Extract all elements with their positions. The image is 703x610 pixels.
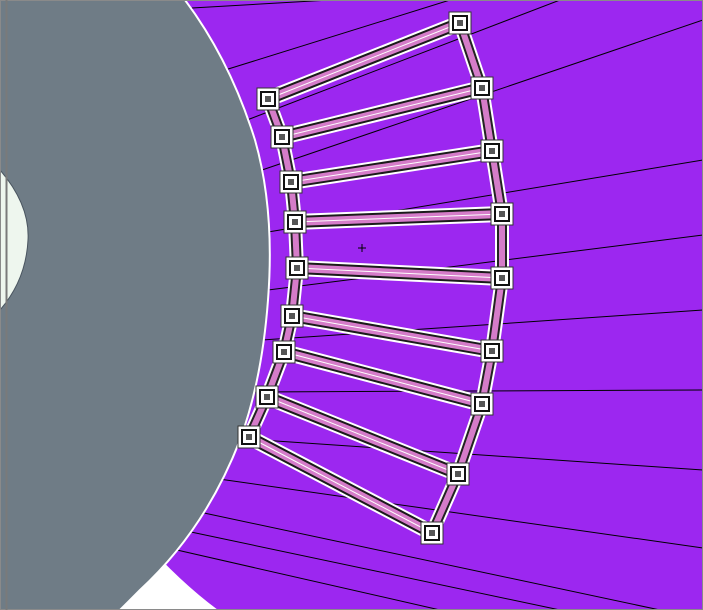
- node-square-icon[interactable]: [272, 340, 296, 364]
- node-square-icon[interactable]: [446, 462, 470, 486]
- ladder-rungs[interactable]: [245, 15, 503, 541]
- hub-body: [0, 0, 270, 610]
- mesh-line: [191, 0, 331, 9]
- mesh-line: [249, 389, 703, 393]
- node-square-icon[interactable]: [420, 521, 444, 545]
- rung-centerline: [290, 150, 493, 183]
- rung-centerline: [266, 396, 459, 475]
- hub-outer-edge: [119, 0, 271, 610]
- mesh-line: [154, 544, 441, 610]
- rung-centerline: [296, 267, 503, 279]
- rung-centerline: [283, 351, 483, 405]
- rung-centerline: [291, 315, 493, 352]
- node-square-icon[interactable]: [285, 256, 309, 280]
- node-square-icon[interactable]: [283, 210, 307, 234]
- mesh-line: [171, 527, 561, 610]
- node-center: [499, 275, 505, 281]
- node-square-icon[interactable]: [448, 11, 472, 35]
- node-center: [288, 179, 294, 185]
- node-center: [479, 401, 485, 407]
- node-square-icon[interactable]: [470, 76, 494, 100]
- crosshair-cursor: [358, 244, 366, 252]
- ladder-nodes[interactable]: [237, 11, 514, 545]
- rung-centerline: [248, 436, 433, 534]
- mesh-line: [261, 309, 703, 341]
- node-center: [294, 265, 300, 271]
- node-square-icon[interactable]: [480, 139, 504, 163]
- node-center: [292, 219, 298, 225]
- node-center: [489, 148, 495, 154]
- node-square-icon[interactable]: [279, 170, 303, 194]
- node-square-icon[interactable]: [490, 266, 514, 290]
- node-center: [479, 85, 485, 91]
- node-center: [265, 96, 271, 102]
- rung-centerline: [294, 213, 503, 223]
- mesh-line: [267, 234, 703, 291]
- node-square-icon[interactable]: [255, 385, 279, 409]
- rung-centerline: [281, 87, 483, 138]
- node-square-icon[interactable]: [480, 339, 504, 363]
- node-square-icon[interactable]: [256, 87, 280, 111]
- mesh-line: [246, 0, 561, 121]
- mesh-line: [189, 509, 661, 610]
- node-center: [429, 530, 435, 536]
- node-center: [455, 471, 461, 477]
- node-center: [281, 349, 287, 355]
- node-center: [289, 313, 295, 319]
- node-center: [499, 211, 505, 217]
- node-center: [246, 434, 252, 440]
- node-square-icon[interactable]: [270, 125, 294, 149]
- mesh-line: [211, 477, 703, 549]
- node-square-icon[interactable]: [280, 304, 304, 328]
- node-center: [279, 134, 285, 140]
- mesh-line: [224, 0, 451, 71]
- rung-centerline: [267, 22, 461, 100]
- crosshair-icon: [358, 244, 366, 252]
- node-square-icon[interactable]: [237, 425, 261, 449]
- node-center: [264, 394, 270, 400]
- node-center: [489, 348, 495, 354]
- node-center: [457, 20, 463, 26]
- node-square-icon[interactable]: [470, 392, 494, 416]
- node-square-icon[interactable]: [490, 202, 514, 226]
